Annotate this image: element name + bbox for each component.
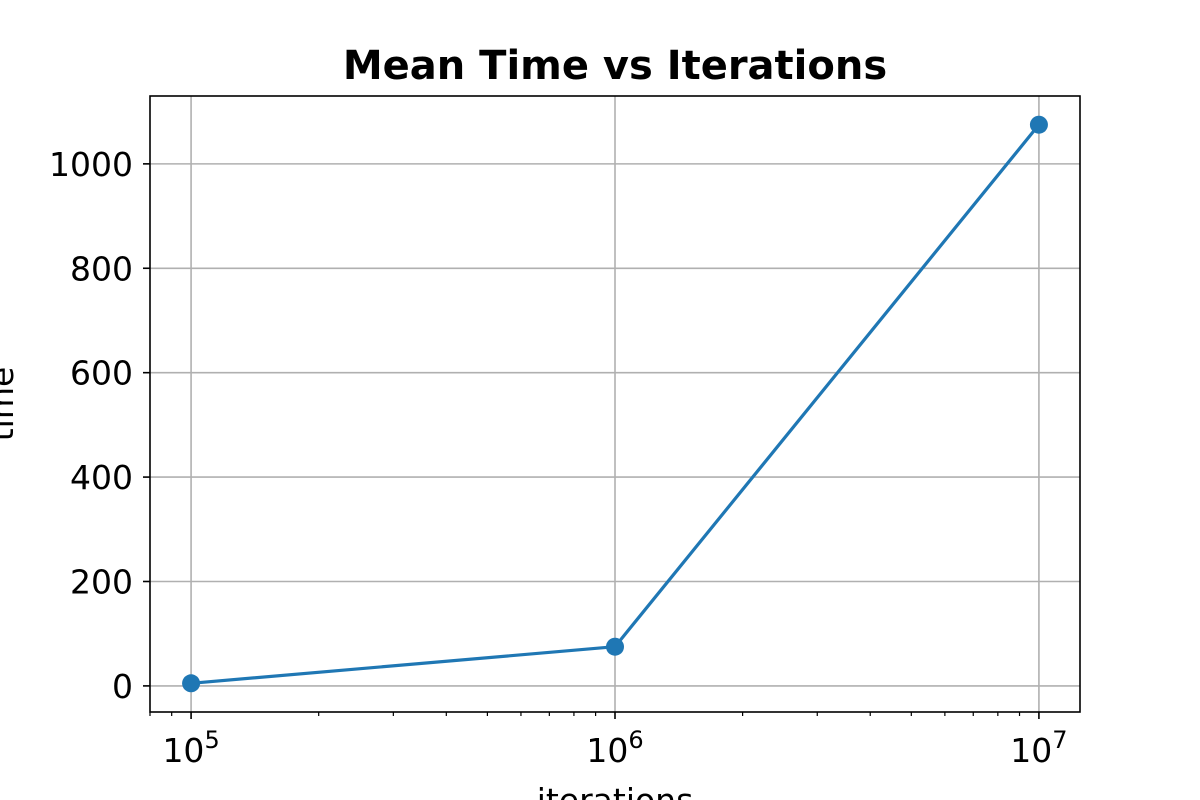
- series-layer: [182, 115, 1048, 693]
- data-point: [606, 637, 624, 656]
- x-tick-label: 106: [586, 726, 643, 770]
- data-point: [182, 674, 201, 693]
- plot-frame: [149, 95, 1081, 713]
- data-point: [1029, 115, 1048, 134]
- y-tick-label: 400: [70, 458, 133, 497]
- y-tick-labels: 0 200 400 600 800 1000: [49, 145, 133, 706]
- x-tick-label: 105: [162, 726, 219, 770]
- y-tick-label: 1000: [49, 145, 133, 184]
- major-ticks: [143, 163, 1040, 719]
- x-tick-labels: 105 106 107: [162, 726, 1067, 770]
- y-tick-label: 0: [112, 667, 133, 706]
- x-axis-label: iterations: [537, 781, 694, 800]
- y-tick-label: 200: [70, 562, 133, 601]
- chart-title: Mean Time vs Iterations: [343, 43, 887, 89]
- x-tick-label: 107: [1010, 726, 1067, 770]
- grid: [150, 96, 1080, 712]
- y-axis-label: time: [0, 367, 21, 442]
- y-tick-label: 800: [70, 249, 133, 288]
- y-tick-label: 600: [70, 354, 133, 393]
